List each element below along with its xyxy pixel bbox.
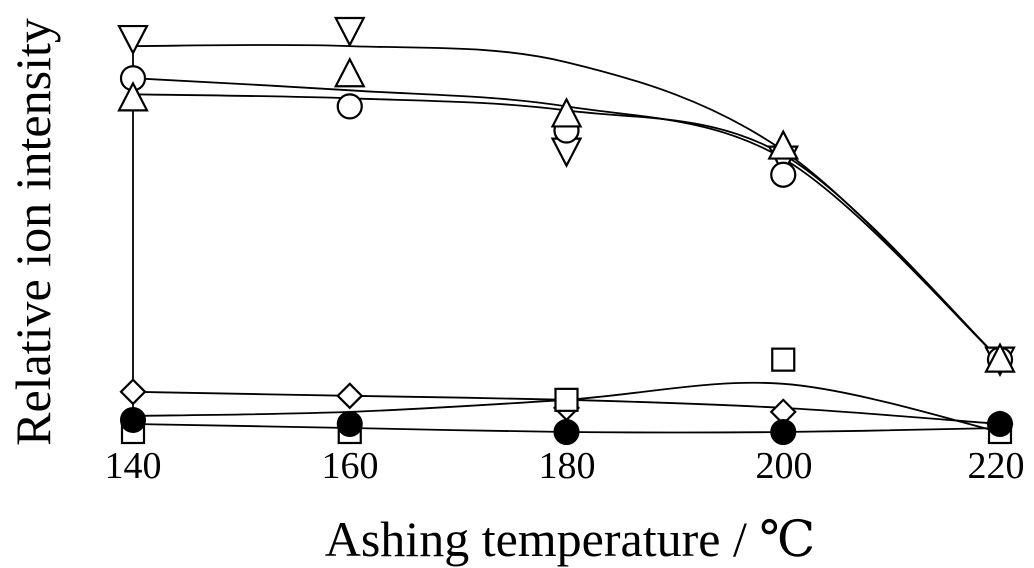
fit-curve-1 [132,77,1001,361]
fit-curve-0 [132,44,1001,361]
fit-curve-2 [132,93,1001,361]
marker-triangle-down-160 [333,16,366,48]
x-tick-label-220: 220 [968,445,1025,487]
marker-triangle-down-140 [117,24,149,56]
marker-triangle-up-220 [984,342,1016,373]
marker-circle-filled-180 [553,419,580,445]
marker-triangle-up-160 [333,56,366,88]
data-markers [117,16,1016,445]
marker-circle-160 [336,93,363,120]
marker-triangle-up-200 [767,129,800,160]
marker-circle-filled-140 [120,406,146,433]
x-axis-title: Ashing temperature / ℃ [325,511,816,567]
marker-diamond-160 [336,382,364,410]
marker-square-200 [771,347,796,372]
marker-circle-filled-200 [770,419,797,445]
marker-circle-200 [770,161,797,188]
marker-circle-filled-220 [987,410,1013,437]
marker-triangle-up-180 [550,97,583,128]
y-axis-title: Relative ion intensity [5,18,61,446]
marker-triangle-up-140 [117,80,149,112]
marker-diamond-140 [119,378,147,406]
x-tick-label-200: 200 [756,445,813,487]
x-tick-label-160: 160 [322,445,379,487]
marker-circle-filled-160 [336,410,363,437]
x-tick-label-140: 140 [105,445,162,487]
marker-square-180 [554,387,579,412]
x-tick-label-180: 180 [539,445,596,487]
